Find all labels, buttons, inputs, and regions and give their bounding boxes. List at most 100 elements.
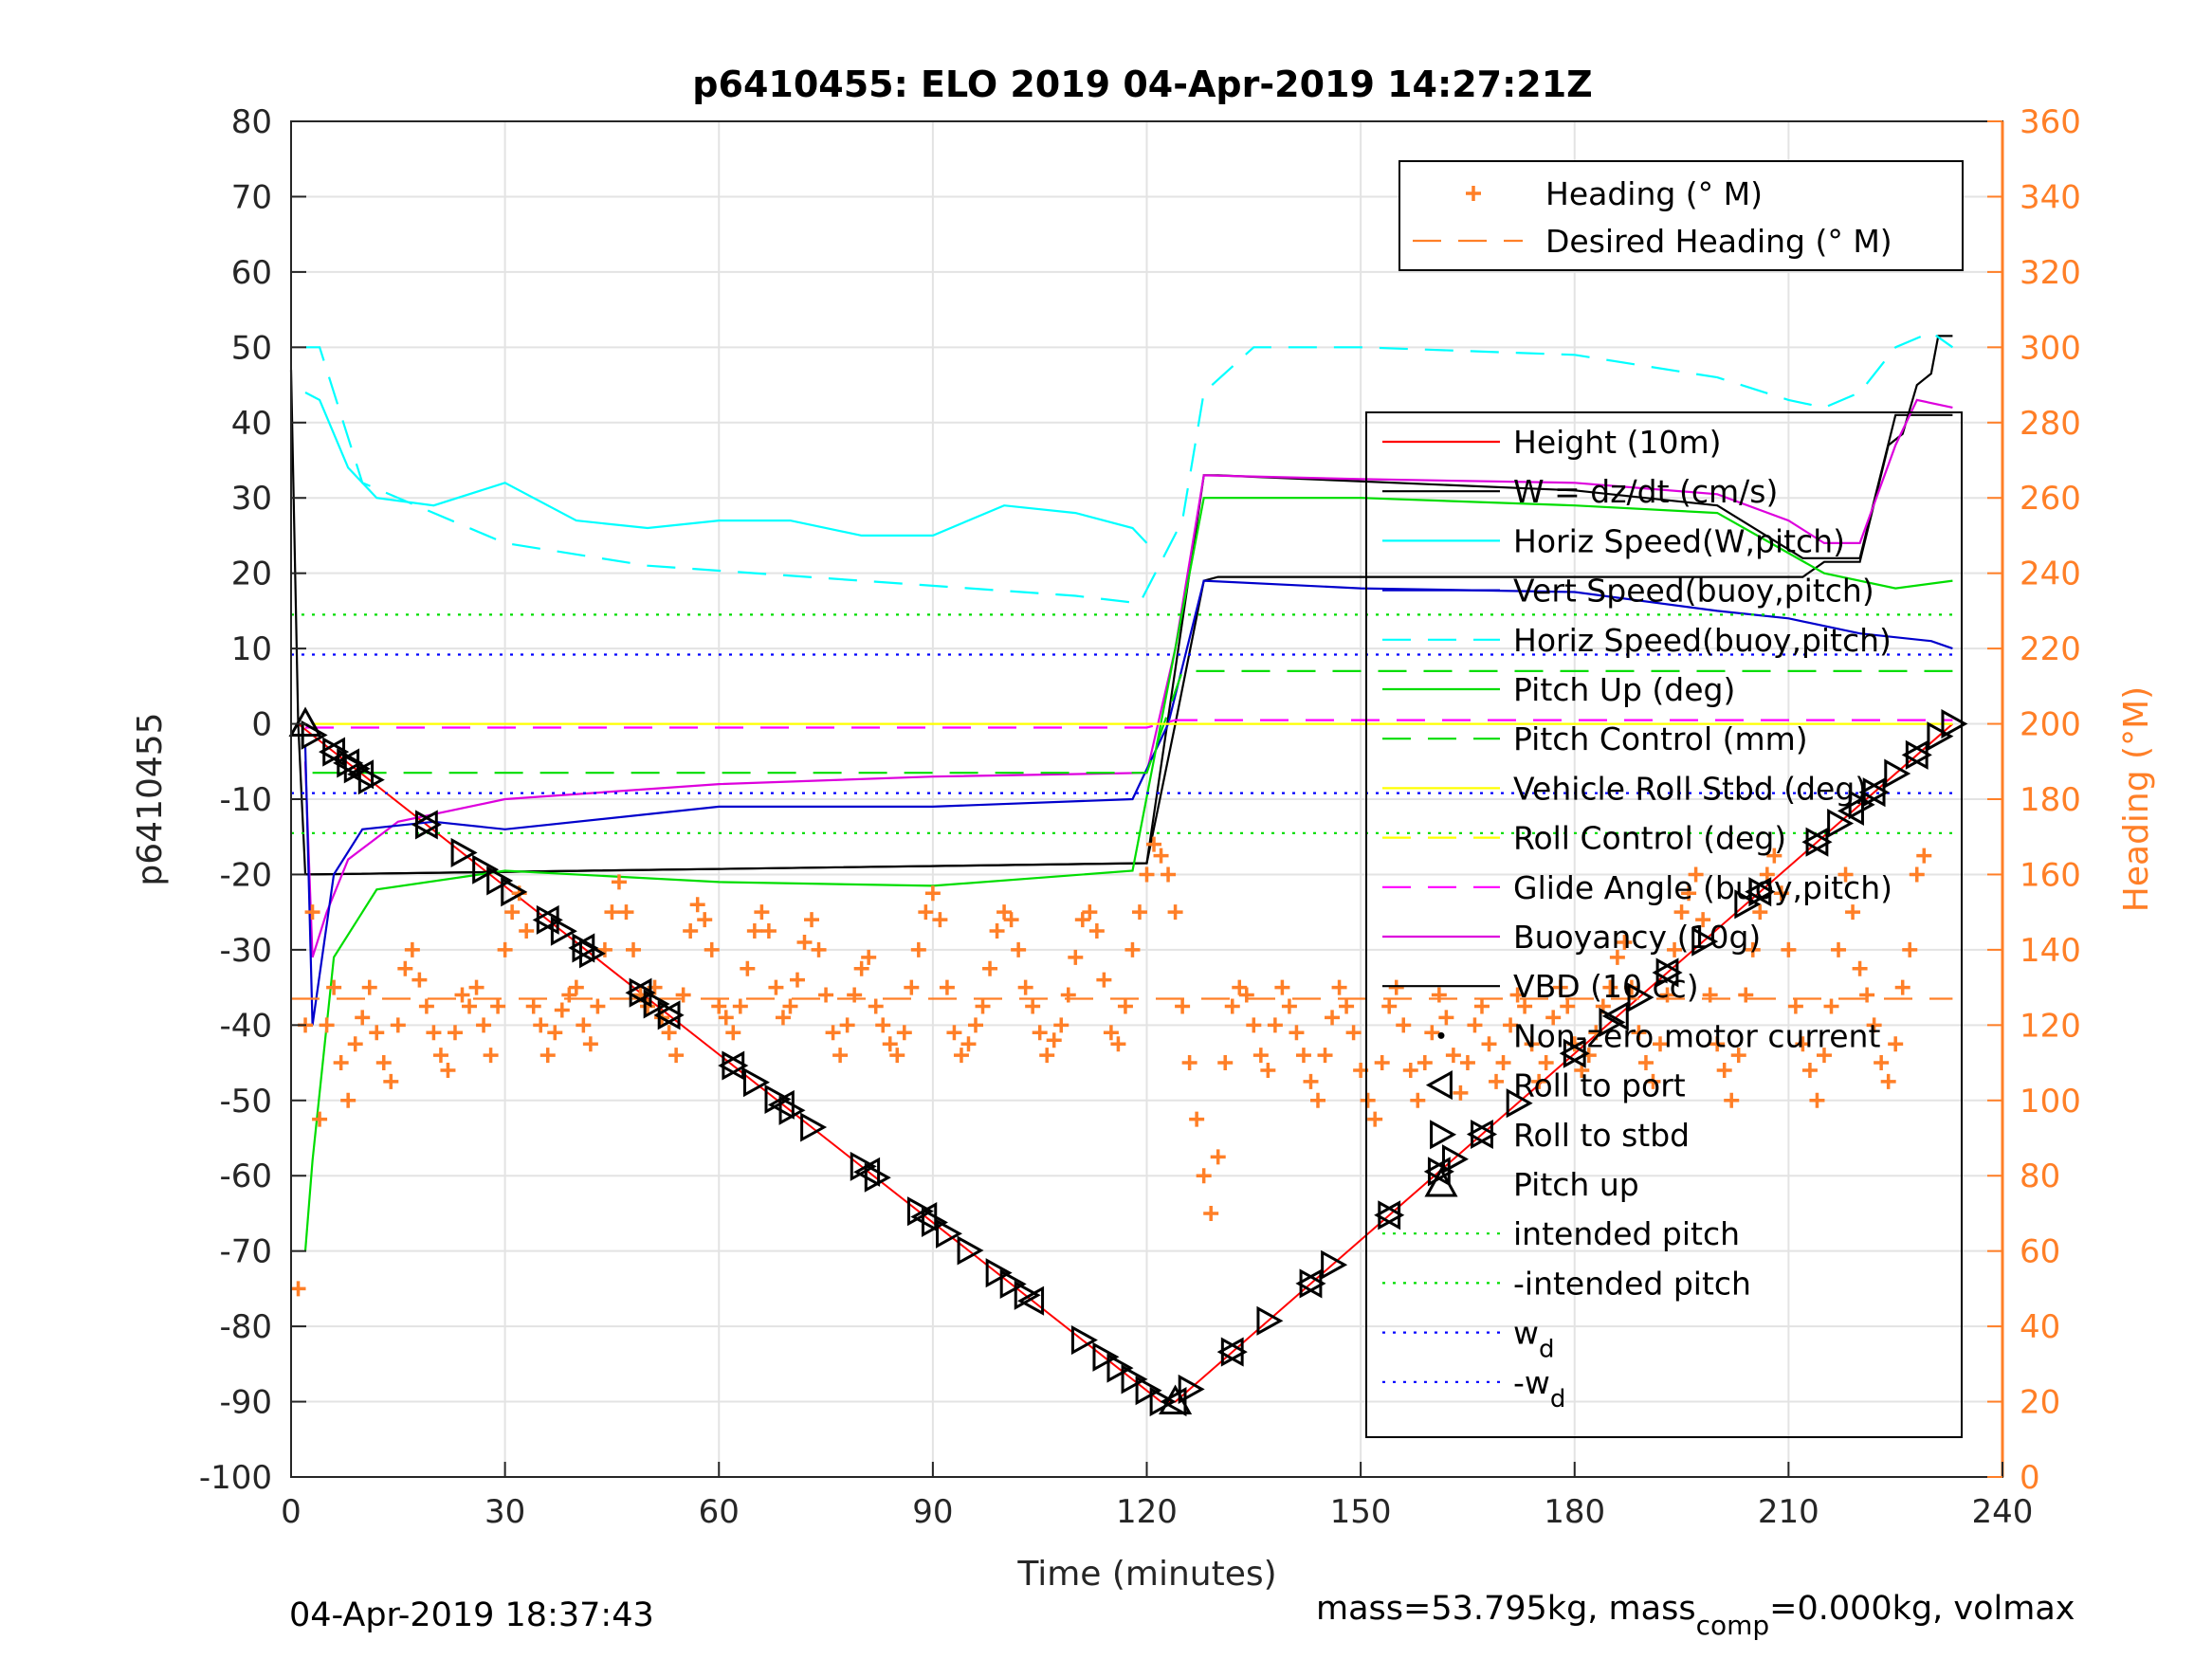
heading-point <box>1203 1205 1219 1221</box>
heading-point <box>1809 1092 1825 1108</box>
roll-to-stbd-marker <box>1927 721 1954 752</box>
heading-point <box>1852 960 1868 976</box>
y-tick-label: 10 <box>231 630 272 668</box>
heading-point <box>1039 1048 1055 1064</box>
heading-point <box>1795 1036 1811 1052</box>
legend-main-box <box>1365 411 1963 1438</box>
heading-point <box>1017 979 1033 995</box>
x-tick-label: 60 <box>699 1493 740 1531</box>
roll-to-stbd-marker <box>1106 1353 1134 1383</box>
heading-point <box>1745 941 1761 957</box>
heading-point <box>1161 866 1177 883</box>
legend-label: VBD (10 cc) <box>1513 968 1699 1005</box>
x-tick-label: 210 <box>1758 1493 1819 1531</box>
y-axis-label: p6410455 <box>131 712 170 885</box>
heading-point <box>924 885 941 902</box>
legend-label-text: Glide Angle (buoy,pitch) <box>1513 869 1892 906</box>
heading-point <box>561 987 577 1003</box>
heading-point <box>1909 866 1925 883</box>
heading-point <box>326 979 342 995</box>
legend-label: Pitch up <box>1513 1166 1639 1203</box>
roll-to-stbd-marker <box>501 877 528 907</box>
heading-point <box>1303 1073 1319 1089</box>
heading-point <box>568 979 584 995</box>
heading-point <box>1524 1036 1540 1052</box>
y2-tick-label: 40 <box>2020 1308 2060 1346</box>
heading-point <box>1096 972 1112 988</box>
legend-label: Roll to port <box>1513 1067 1686 1104</box>
heading-point <box>946 1025 962 1041</box>
heading-point <box>661 1025 677 1041</box>
y2-tick-label: 200 <box>2020 706 2081 744</box>
heading-point <box>861 949 877 965</box>
legend-label-text: Roll Control (deg) <box>1513 820 1786 857</box>
roll-to-stbd-marker <box>1506 1088 1533 1119</box>
heading-point <box>711 998 727 1014</box>
heading-point <box>1503 1017 1519 1033</box>
heading-point <box>1360 1092 1376 1108</box>
heading-point <box>1252 1048 1269 1064</box>
heading-point <box>454 987 470 1003</box>
heading-point <box>1617 934 1633 950</box>
heading-point <box>1438 1010 1454 1026</box>
roll-to-port-marker <box>319 737 346 767</box>
legend-swatch <box>1425 1070 1453 1101</box>
roll-to-port-marker <box>1559 1038 1586 1068</box>
roll-to-port-marker <box>853 1157 881 1187</box>
roll-to-port-marker <box>568 933 595 963</box>
heading-point <box>1367 1111 1383 1127</box>
roll-to-stbd-marker <box>643 989 670 1019</box>
heading-point <box>746 923 762 939</box>
legend-label: Pitch Control (mm) <box>1513 720 1808 757</box>
pitch-up-marker <box>1159 1384 1193 1415</box>
legend-label-text: Non-zero motor current <box>1513 1017 1880 1054</box>
heading-point <box>1781 941 1797 957</box>
heading-point <box>960 1036 977 1052</box>
roll-to-port-marker <box>333 748 360 778</box>
heading-point <box>1196 1168 1212 1184</box>
heading-point <box>1702 987 1718 1003</box>
legend-label: intended pitch <box>1513 1215 1740 1252</box>
x-tick-label: 30 <box>484 1493 525 1531</box>
heading-point <box>1823 998 1839 1014</box>
roll-to-stbd-marker <box>999 1268 1027 1300</box>
heading-point <box>539 1048 556 1064</box>
legend-label-text: Pitch up <box>1513 1166 1639 1203</box>
heading-point <box>768 979 784 995</box>
heading-point <box>982 960 998 976</box>
heading-point <box>796 934 813 950</box>
x-tick-label: 240 <box>1972 1493 2034 1531</box>
heading-point <box>939 979 955 995</box>
roll-to-port-marker <box>1901 739 1929 770</box>
heading-point <box>825 1025 841 1041</box>
heading-point <box>1552 979 1568 995</box>
legend-label-text: -w <box>1513 1364 1550 1401</box>
heading-point <box>1189 1111 1205 1127</box>
heading-point <box>1467 1017 1483 1033</box>
heading-point <box>1766 848 1782 864</box>
heading-point <box>1831 941 1847 957</box>
heading-point <box>1787 998 1803 1014</box>
heading-point <box>1653 1036 1668 1052</box>
heading-point <box>875 1017 891 1033</box>
y2-tick-label: 140 <box>2020 932 2081 970</box>
heading-point <box>1659 987 1675 1003</box>
y2-tick-label: 100 <box>2020 1083 2081 1121</box>
x-tick-label: 180 <box>1544 1493 1605 1531</box>
y2-tick-label: 80 <box>2020 1158 2060 1195</box>
roll-to-stbd-marker <box>1884 758 1911 789</box>
roll-to-stbd-marker <box>1321 1249 1348 1280</box>
roll-to-stbd-marker <box>450 837 478 868</box>
heading-point <box>1060 987 1076 1003</box>
heading-point <box>547 1025 563 1041</box>
heading-point <box>1217 1055 1234 1071</box>
heading-point <box>447 1025 463 1041</box>
heading-point <box>596 941 612 957</box>
heading-point <box>1224 998 1240 1014</box>
heading-point <box>882 1036 898 1052</box>
heading-point <box>312 1111 328 1127</box>
series-pitch-up-deg <box>303 497 1953 1251</box>
heading-point <box>1724 1092 1740 1108</box>
heading-point <box>582 1036 598 1052</box>
heading-point <box>440 1063 456 1078</box>
